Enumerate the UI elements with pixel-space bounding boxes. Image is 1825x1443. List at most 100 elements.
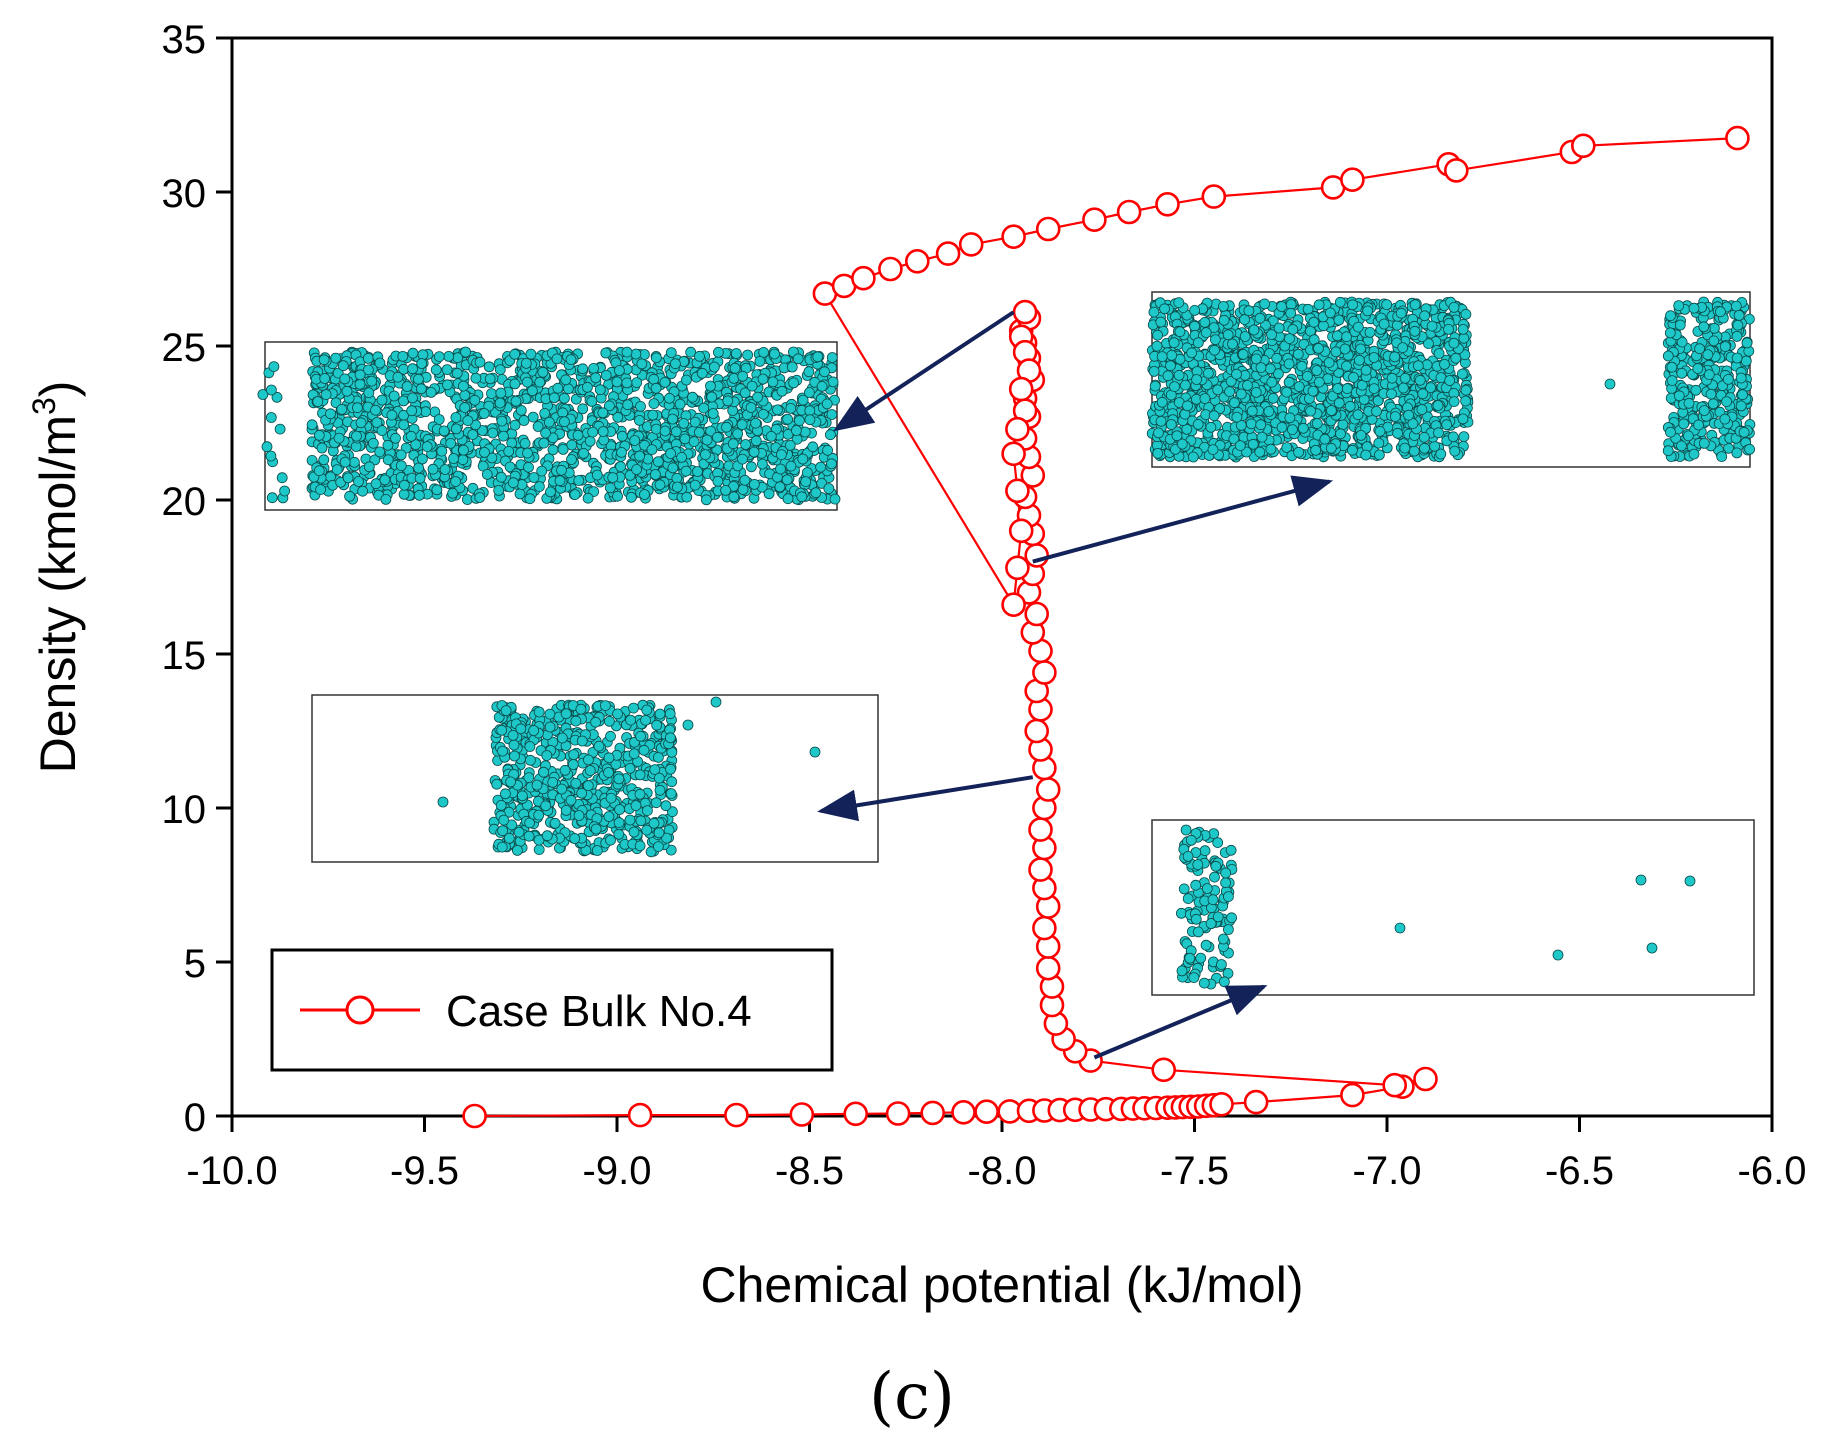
molecule bbox=[512, 845, 523, 856]
molecule bbox=[565, 354, 577, 366]
molecule bbox=[634, 414, 645, 426]
molecule bbox=[701, 434, 713, 446]
molecule bbox=[395, 460, 407, 472]
y-axis-label-superscript: 3 bbox=[26, 397, 62, 415]
molecule bbox=[279, 485, 291, 497]
molecule bbox=[457, 454, 469, 466]
molecule bbox=[563, 383, 574, 395]
molecule bbox=[496, 415, 508, 427]
molecule bbox=[721, 421, 732, 433]
molecule bbox=[382, 439, 394, 451]
molecule bbox=[650, 797, 662, 809]
molecule bbox=[621, 346, 633, 358]
molecule bbox=[767, 376, 779, 388]
molecule bbox=[1332, 330, 1343, 342]
molecule bbox=[494, 364, 506, 376]
molecule bbox=[706, 391, 718, 403]
molecule bbox=[508, 739, 520, 751]
molecule bbox=[460, 346, 472, 358]
molecule bbox=[1178, 883, 1190, 895]
molecule bbox=[613, 817, 625, 828]
y-axis-label: Density (kmol/m3) bbox=[26, 381, 86, 774]
molecule bbox=[532, 421, 544, 432]
molecule bbox=[774, 481, 786, 493]
molecule bbox=[1355, 343, 1366, 355]
molecule bbox=[1448, 396, 1460, 408]
molecule bbox=[720, 484, 731, 496]
data-point bbox=[1028, 817, 1053, 842]
molecule bbox=[570, 778, 582, 789]
molecule bbox=[523, 461, 534, 473]
molecule bbox=[412, 373, 424, 385]
molecule bbox=[754, 355, 766, 367]
molecule bbox=[737, 453, 748, 465]
molecule bbox=[827, 376, 839, 388]
molecule bbox=[313, 429, 325, 441]
molecule bbox=[1209, 344, 1220, 356]
molecule bbox=[812, 351, 824, 363]
molecule bbox=[433, 351, 445, 363]
molecule bbox=[509, 750, 520, 762]
molecule bbox=[1200, 327, 1212, 339]
molecule bbox=[605, 792, 617, 804]
molecule bbox=[1397, 342, 1409, 354]
molecule bbox=[713, 346, 724, 358]
molecule bbox=[572, 429, 584, 441]
molecule bbox=[1429, 440, 1440, 452]
molecule bbox=[318, 454, 330, 466]
molecule bbox=[379, 474, 391, 486]
molecule bbox=[730, 348, 742, 359]
molecule bbox=[611, 376, 623, 388]
molecule bbox=[554, 475, 566, 487]
molecule bbox=[548, 392, 560, 404]
molecule bbox=[597, 426, 609, 437]
molecule bbox=[628, 748, 640, 760]
molecule bbox=[1182, 851, 1194, 862]
molecule bbox=[336, 403, 348, 415]
inset-bottom-right-arrow bbox=[1093, 984, 1268, 1060]
molecule bbox=[544, 708, 556, 720]
molecule bbox=[1448, 301, 1460, 313]
molecule bbox=[631, 464, 642, 475]
molecule bbox=[1148, 365, 1160, 377]
molecule bbox=[1149, 380, 1161, 392]
data-point bbox=[958, 232, 984, 257]
molecule bbox=[509, 378, 521, 390]
molecule bbox=[1333, 397, 1345, 409]
molecule bbox=[1173, 297, 1185, 309]
molecule bbox=[1326, 405, 1337, 416]
molecule bbox=[1151, 340, 1163, 352]
molecule bbox=[1665, 426, 1676, 438]
molecule bbox=[1457, 323, 1469, 335]
molecule bbox=[1203, 367, 1214, 379]
molecule bbox=[265, 450, 277, 462]
molecule bbox=[1374, 425, 1386, 437]
molecule bbox=[353, 476, 364, 487]
molecule bbox=[1266, 376, 1278, 388]
molecule bbox=[401, 381, 413, 392]
molecule bbox=[647, 409, 659, 421]
molecule bbox=[1174, 326, 1186, 338]
molecule bbox=[615, 461, 626, 473]
molecule bbox=[1271, 352, 1283, 364]
molecule bbox=[1201, 883, 1213, 894]
molecule bbox=[1192, 859, 1204, 870]
molecule bbox=[1360, 449, 1372, 461]
molecule bbox=[700, 449, 711, 461]
molecule bbox=[531, 779, 543, 791]
molecule bbox=[582, 492, 594, 504]
molecule bbox=[470, 372, 482, 384]
data-point bbox=[1340, 167, 1365, 192]
molecule bbox=[1394, 922, 1406, 934]
molecule bbox=[757, 373, 769, 385]
molecule bbox=[1293, 381, 1305, 393]
molecule bbox=[742, 349, 753, 361]
molecule bbox=[441, 379, 453, 391]
molecule bbox=[1731, 352, 1743, 364]
molecule bbox=[486, 388, 497, 400]
molecule bbox=[438, 425, 450, 437]
molecule bbox=[325, 408, 336, 420]
molecule bbox=[604, 715, 615, 727]
molecule bbox=[688, 436, 700, 448]
data-point bbox=[1116, 199, 1142, 225]
